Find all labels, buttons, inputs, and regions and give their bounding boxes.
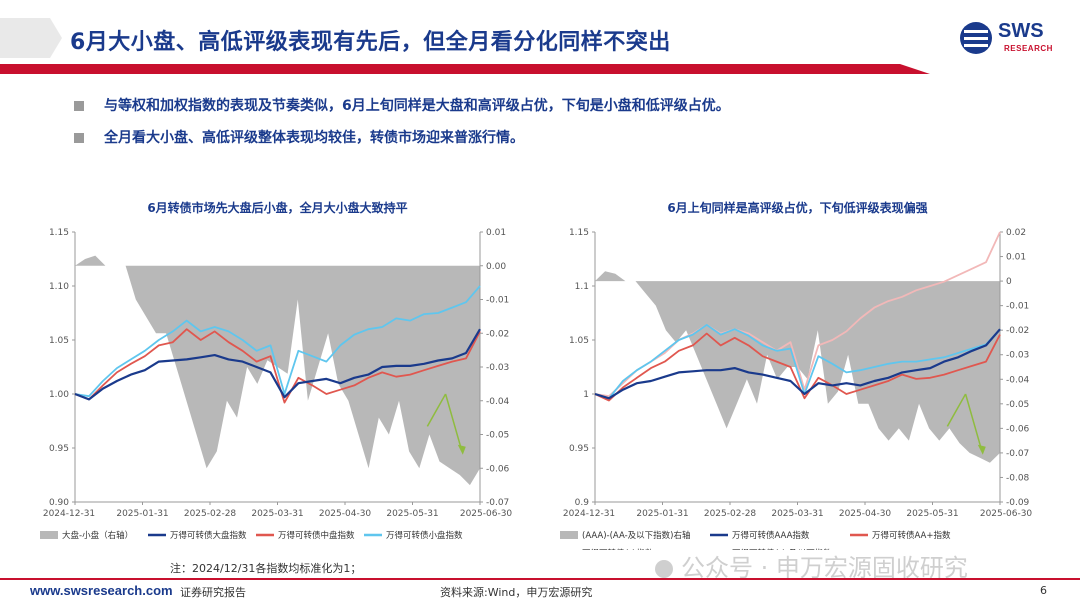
legend-label: (AAA)-(AA-及以下指数)右轴 <box>582 530 691 541</box>
header-left-accent <box>0 18 50 58</box>
x-tick-label: 2025-01-31 <box>636 509 688 519</box>
x-tick-label: 2025-01-31 <box>116 509 168 519</box>
bullet-list: 与等权和加权指数的表现及节奏类似，6月上旬同样是大盘和高评级占优，下旬是小盘和低… <box>74 96 730 160</box>
y-tick-label: 1 <box>583 390 589 400</box>
chart-title: 6月转债市场先大盘后小盘，全月大小盘大致持平 <box>147 200 407 215</box>
y2-tick-label: -0.03 <box>486 363 509 373</box>
x-tick-label: 2025-04-30 <box>839 509 892 519</box>
y2-tick-label: -0.05 <box>486 431 509 441</box>
legend-label: 万得可转债大盘指数 <box>170 530 247 541</box>
y-tick-label: 1.1 <box>575 282 589 292</box>
page-number: 6 <box>1040 584 1047 597</box>
y2-tick-label: -0.01 <box>1006 302 1029 312</box>
footer-rule <box>0 578 1080 580</box>
bullet-item-1: 与等权和加权指数的表现及节奏类似，6月上旬同样是大盘和高评级占优，下旬是小盘和低… <box>74 96 730 128</box>
x-tick-label: 2025-03-31 <box>251 509 303 519</box>
sws-logo: SWS RESEARCH <box>958 18 1058 62</box>
annotation-line <box>946 393 967 427</box>
watermark-text: 公众号 · 申万宏源固收研究 <box>681 554 968 582</box>
series-line-2 <box>594 332 1001 402</box>
y-tick-label: 1.15 <box>49 228 69 238</box>
series-line-3 <box>74 285 481 398</box>
legend-label: 万得可转债AA-及以下指数 <box>732 548 832 550</box>
y2-tick-label: -0.04 <box>1006 375 1030 385</box>
y2-tick-label: 0.00 <box>486 262 506 272</box>
series-line-1 <box>74 328 481 401</box>
y2-tick-label: -0.04 <box>486 397 510 407</box>
header-red-band <box>0 64 930 74</box>
series-area-0 <box>75 255 480 486</box>
y2-tick-label: -0.03 <box>1006 351 1029 361</box>
y2-tick-label: 0.01 <box>1006 253 1026 263</box>
x-tick-label: 2025-05-31 <box>906 509 958 519</box>
y2-tick-label: 0.01 <box>486 228 506 238</box>
x-tick-label: 2024-12-31 <box>563 509 615 519</box>
logo-subtext: RESEARCH <box>1004 44 1053 53</box>
y-tick-label: 1.10 <box>49 282 69 292</box>
y-tick-label: 1.00 <box>49 390 69 400</box>
y2-tick-label: -0.07 <box>1006 449 1029 459</box>
y-tick-label: 0.95 <box>569 444 589 454</box>
y2-tick-label: -0.02 <box>1006 326 1029 336</box>
annotation-arrow <box>444 393 463 451</box>
annotation-line <box>426 393 447 427</box>
y2-tick-label: -0.05 <box>1006 400 1029 410</box>
chart-left-svg: 6月转债市场先大盘后小盘，全月大小盘大致持平 0.90 0.95 1.00 1.05 1.… <box>40 200 513 541</box>
chart-left: 6月转债市场先大盘后小盘，全月大小盘大致持平 0.90 0.95 1.00 1.05 1.… <box>20 190 540 550</box>
y-tick-label: 0.95 <box>49 444 69 454</box>
page-title: 6月大小盘、高低评级表现有先后，但全月看分化同样不突出 <box>70 30 671 55</box>
y-tick-label: 1.15 <box>569 228 589 238</box>
series-line-2 <box>74 328 481 404</box>
x-tick-label: 2025-06-30 <box>460 509 513 519</box>
y2-tick-label: -0.09 <box>1006 498 1030 508</box>
logo-text: SWS <box>998 20 1044 42</box>
x-tick-label: 2025-05-31 <box>386 509 438 519</box>
y2-tick-label: -0.06 <box>1006 424 1030 434</box>
x-tick-label: 2024-12-31 <box>43 509 95 519</box>
sws-logo-icon <box>960 22 992 54</box>
y2-tick-label: 0 <box>1006 277 1012 287</box>
y-tick-label: 0.90 <box>49 498 69 508</box>
footer-site-link[interactable]: www.swsresearch.com <box>30 583 173 598</box>
wechat-icon <box>655 560 673 578</box>
annotation-arrowhead <box>457 444 466 455</box>
x-tick-label: 2025-02-28 <box>704 509 757 519</box>
x-tick-label: 2025-03-31 <box>771 509 823 519</box>
y2-tick-label: -0.02 <box>486 329 509 339</box>
chart-note: 注：2024/12/31各指数均标准化为1； <box>170 562 362 575</box>
y2-tick-label: -0.06 <box>486 464 510 474</box>
y2-tick-label: 0.02 <box>1006 228 1026 238</box>
header-bar <box>0 0 1080 74</box>
watermark: 公众号 · 申万宏源固收研究 <box>655 548 968 583</box>
legend-label: 万得可转债中盘指数 <box>278 530 355 541</box>
chart-title: 6月上旬同样是高评级占优，下旬低评级表现偏强 <box>667 200 927 215</box>
y2-tick-label: -0.07 <box>486 498 509 508</box>
legend-label: 万得可转债AA指数 <box>582 548 654 550</box>
footer-source: 资料来源:Wind，申万宏源研究 <box>440 586 593 599</box>
y2-tick-label: -0.08 <box>1006 473 1030 483</box>
legend-swatch <box>560 531 578 539</box>
bullet-item-2: 全月看大小盘、高低评级整体表现均较佳，转债市场迎来普涨行情。 <box>74 128 730 160</box>
y-tick-label: 1.05 <box>569 336 589 346</box>
y-tick-label: 1.05 <box>49 336 69 346</box>
y-tick-label: 0.9 <box>575 498 590 508</box>
legend-label: 万得可转债小盘指数 <box>386 530 463 541</box>
series-line-1 <box>594 328 1001 400</box>
legend-label: 万得可转债AA+指数 <box>872 530 951 541</box>
footer-report-type: 证券研究报告 <box>180 586 246 599</box>
chart-right-svg: 6月上旬同样是高评级占优，下旬低评级表现偏强 0.9 0.95 1 1.05 1.1 1.1… <box>560 200 1033 550</box>
chart-right: 6月上旬同样是高评级占优，下旬低评级表现偏强 0.9 0.95 1 1.05 1.1 1.1… <box>540 190 1060 550</box>
y2-tick-label: -0.01 <box>486 296 509 306</box>
legend-label: 万得可转债AAA指数 <box>732 530 810 541</box>
annotation-arrow <box>964 393 983 451</box>
x-tick-label: 2025-04-30 <box>319 509 372 519</box>
series-line-3 <box>594 324 1001 400</box>
annotation-arrowhead <box>977 444 986 455</box>
legend-swatch <box>40 531 58 539</box>
x-tick-label: 2025-06-30 <box>980 509 1033 519</box>
series-line-4 <box>594 231 1001 398</box>
x-tick-label: 2025-02-28 <box>184 509 237 519</box>
legend-label: 大盘-小盘（右轴） <box>62 530 133 541</box>
